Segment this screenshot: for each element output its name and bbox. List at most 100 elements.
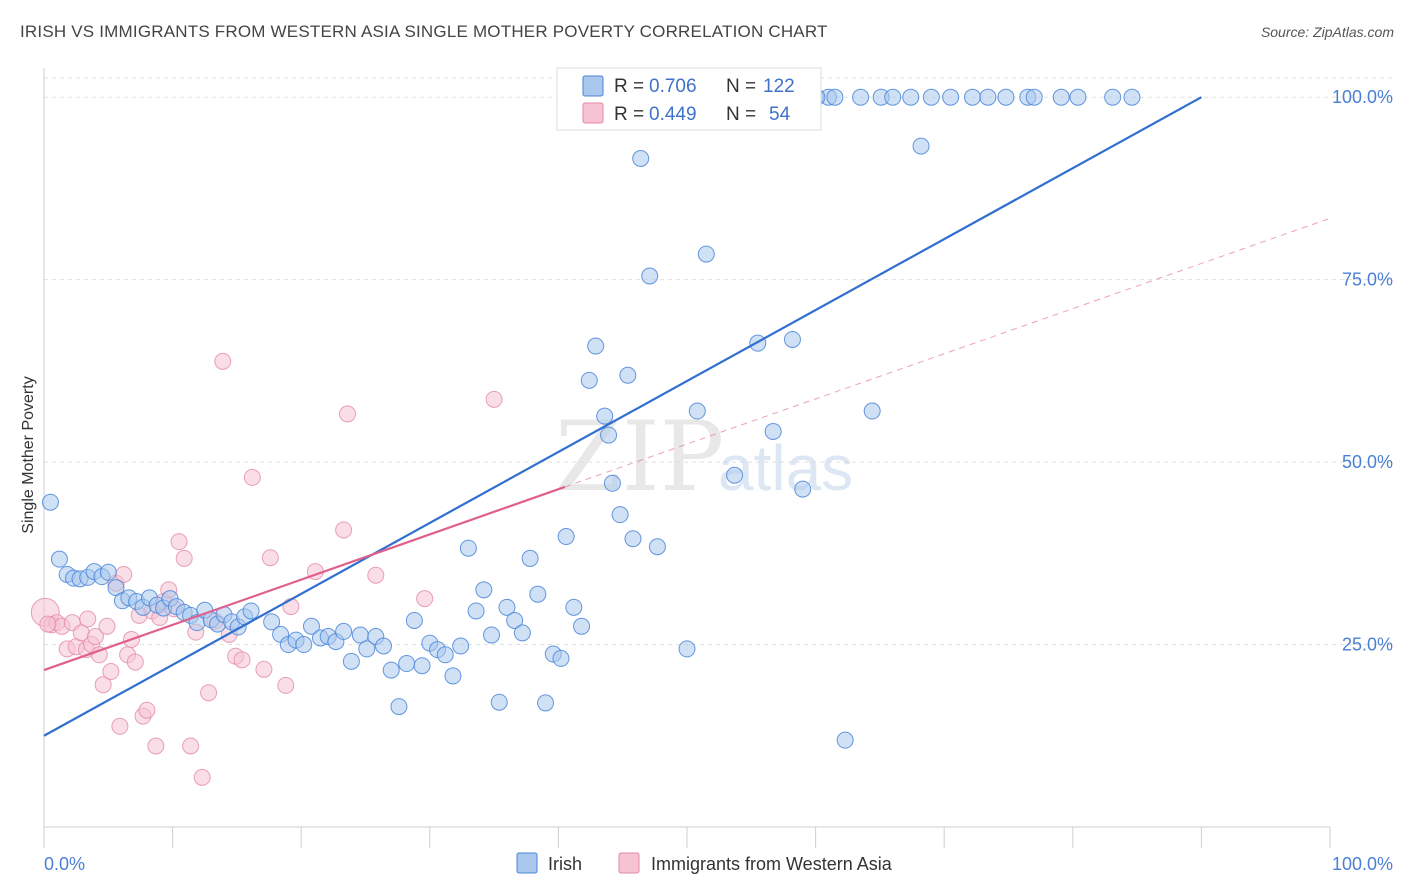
bottom-legend-label-irish: Irish [548,854,582,874]
irish-point [600,426,618,444]
bottom-legend-label-wa: Immigrants from Western Asia [651,854,893,874]
wa-trend-extension [564,217,1331,488]
irish-point [398,655,416,673]
irish-point [997,88,1015,106]
wa-point [94,676,112,694]
irish-point [1123,88,1141,106]
irish-point [783,330,801,348]
x-tick-label-min: 0.0% [44,854,85,874]
irish-point [498,598,516,616]
legend-r-value-wa: 0.449 [649,104,697,125]
irish-point [342,652,360,670]
irish-point [490,693,508,711]
wa-point [182,737,200,755]
wa-point [39,615,57,633]
bottom-legend-swatch-irish [516,852,538,874]
legend-box: R = 0.706 N = 122 R = 0.449 N = 54 [556,67,822,131]
irish-point [794,480,812,498]
irish-point [475,581,493,599]
irish-point [557,528,575,546]
irish-point [902,88,920,106]
wa-point [485,390,503,408]
irish-point [852,88,870,106]
wa-point [277,676,295,694]
irish-point [444,667,462,685]
irish-point [1052,88,1070,106]
legend-swatch-irish [582,75,604,97]
irish-point [405,611,423,629]
irish-point [263,613,281,631]
wa-point [138,701,156,719]
irish-point [521,549,539,567]
y-tick-label-100: 100.0% [1332,87,1393,107]
wa-point [79,610,97,628]
irish-point [619,366,637,384]
irish-point [41,493,59,511]
wa-point [170,533,188,551]
irish-point [483,626,501,644]
irish-point [242,602,260,620]
irish-point [641,267,659,285]
bottom-legend: Irish Immigrants from Western Asia [516,852,893,874]
irish-point [912,137,930,155]
irish-point [587,337,605,355]
irish-point [382,661,400,679]
bottom-legend-swatch-wa [618,852,640,874]
irish-point [922,88,940,106]
wa-point [200,684,218,702]
wa-point [367,566,385,584]
irish-point [413,657,431,675]
wa-point [111,717,129,735]
irish-point [596,407,614,425]
legend-r-label-irish: R = [614,76,644,97]
legend-n-value-irish: 122 [763,76,795,97]
irish-point [573,617,591,635]
wa-point [147,737,165,755]
irish-point [884,88,902,106]
irish-point [648,538,666,556]
irish-point [611,506,629,524]
irish-point [529,585,547,603]
wa-point [255,660,273,678]
wa-point [282,598,300,616]
irish-point [302,617,320,635]
wa-point [98,617,116,635]
irish-point [452,637,470,655]
irish-point [459,539,477,557]
legend-swatch-wa [582,102,604,124]
wa-trend-line [43,485,566,672]
wa-point [243,468,261,486]
irish-point [513,624,531,642]
irish-point [467,602,485,620]
irish-point [375,637,393,655]
irish-point [358,640,376,658]
y-tick-label-50: 50.0% [1342,452,1393,472]
irish-point [836,731,854,749]
irish-point [436,646,454,664]
wa-point [416,590,434,608]
y-axis-title: Single Mother Poverty [20,376,37,533]
wa-point [233,651,251,669]
wa-point [102,663,120,681]
gridlines [44,77,1393,646]
legend-r-value-irish: 0.706 [649,76,697,97]
irish-point [537,694,555,712]
irish-point [697,245,715,263]
y-tick-label-75: 75.0% [1342,270,1393,290]
irish-point [390,698,408,716]
irish-point [1069,88,1087,106]
irish-point [826,88,844,106]
irish-point [764,422,782,440]
wa-point [175,549,193,567]
irish-point [726,466,744,484]
irish-point [335,622,353,640]
irish-point [565,598,583,616]
legend-r-label-wa: R = [614,104,644,125]
irish-point [942,88,960,106]
irish-trend-line [43,96,1202,737]
irish-point [678,640,696,658]
irish-point [979,88,997,106]
irish-point [963,88,981,106]
wa-point [86,628,104,646]
